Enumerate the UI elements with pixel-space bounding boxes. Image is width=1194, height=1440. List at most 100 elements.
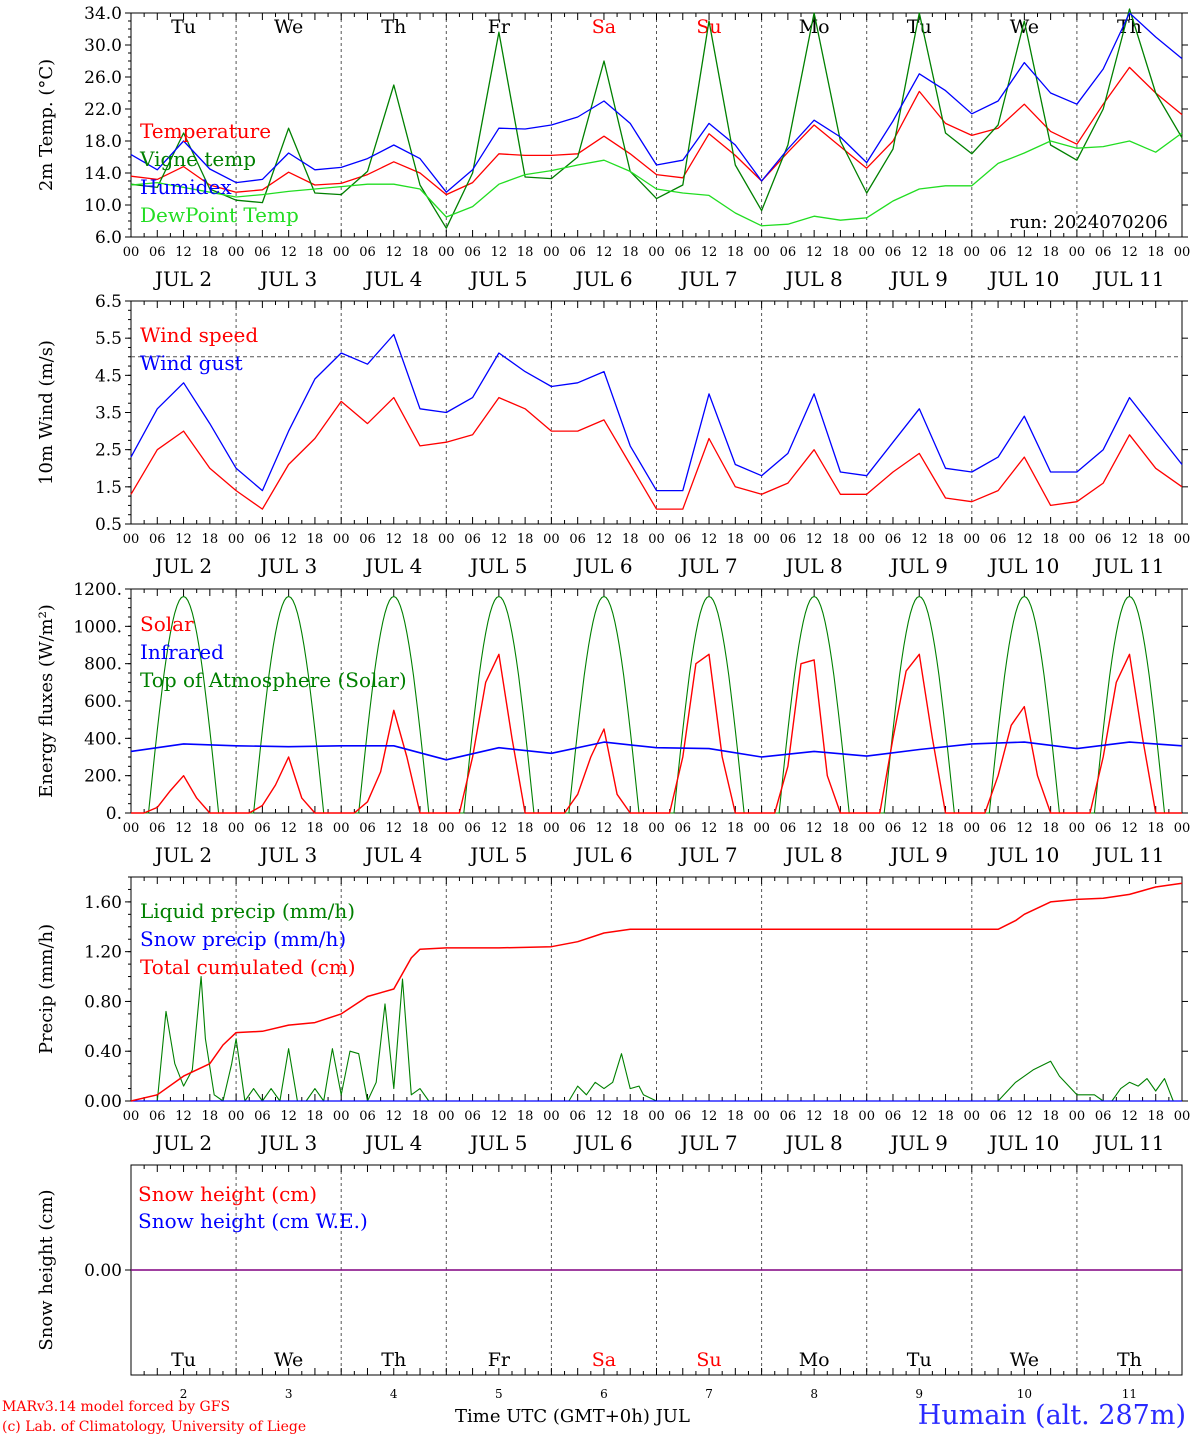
x-hour-label: 00: [438, 1109, 455, 1124]
x-hour-label: 18: [307, 821, 324, 836]
x-hour-label: 06: [149, 245, 166, 260]
x-hour-label: 06: [885, 1109, 902, 1124]
x-hour-label: 12: [806, 821, 823, 836]
x-hour-label: 18: [1042, 245, 1059, 260]
x-hour-label: 00: [543, 245, 560, 260]
x-hour-label: 12: [491, 245, 508, 260]
temp-series-line: [130, 8, 1183, 229]
y-tick-label: 14.0: [84, 164, 122, 184]
x-hour-label: 06: [990, 1109, 1007, 1124]
x-hour-label: 18: [1147, 245, 1164, 260]
x-hour-label: 18: [1147, 1109, 1164, 1124]
x-hour-label: 18: [202, 532, 219, 547]
x-hour-label: 18: [937, 821, 954, 836]
x-hour-label: 06: [990, 821, 1007, 836]
y-tick-label: 22.0: [84, 100, 122, 120]
x-hour-label: 06: [885, 245, 902, 260]
y-tick-label: 3.5: [95, 404, 122, 424]
x-hour-label: 12: [701, 821, 718, 836]
y-tick-label: 10.0: [84, 196, 122, 216]
x-date-label: JUL 9: [889, 843, 948, 867]
x-date-label: JUL 5: [468, 843, 527, 867]
x-hour-label: 00: [438, 532, 455, 547]
x-hour-label: 00: [333, 245, 350, 260]
x-hour-label: 12: [596, 532, 613, 547]
x-hour-label: 12: [1016, 245, 1033, 260]
x-hour-label: 18: [727, 245, 744, 260]
x-hour-label: 12: [491, 821, 508, 836]
x-date-label: JUL 10: [987, 267, 1059, 291]
x-hour-label: 18: [832, 1109, 849, 1124]
energy-legend-label: Top of Atmosphere (Solar): [140, 668, 407, 692]
x-hour-label: 00: [228, 532, 245, 547]
x-hour-label: 00: [964, 532, 981, 547]
temp-series-line: [130, 66, 1183, 196]
y-tick-label: 800.: [84, 655, 122, 675]
weekday-label-top: Mo: [799, 16, 830, 38]
x-hour-label: 18: [517, 1109, 534, 1124]
x-hour-label: 00: [858, 821, 875, 836]
x-hour-label: 18: [517, 821, 534, 836]
weekday-label-top: Th: [381, 16, 406, 38]
x-hour-label: 00: [753, 821, 770, 836]
temp-series-line: [130, 132, 1183, 227]
x-hour-label: 18: [727, 532, 744, 547]
x-date-label: JUL 8: [784, 267, 843, 291]
x-hour-label: 00: [1069, 821, 1086, 836]
x-hour-label: 12: [911, 821, 928, 836]
x-hour-label: 00: [858, 532, 875, 547]
x-hour-label: 00: [543, 1109, 560, 1124]
x-hour-label: 00: [1174, 245, 1191, 260]
weekday-label-bottom: Mo: [799, 1349, 830, 1371]
x-hour-label: 18: [202, 245, 219, 260]
x-hour-label: 00: [123, 532, 140, 547]
x-date-label: JUL 7: [678, 843, 737, 867]
x-hour-label: 18: [1042, 532, 1059, 547]
x-hour-label: 06: [885, 821, 902, 836]
x-hour-label: 12: [596, 821, 613, 836]
x-hour-label: 18: [412, 821, 429, 836]
x-hour-label: 12: [175, 532, 192, 547]
x-hour-label: 18: [937, 532, 954, 547]
x-hour-label: 18: [832, 532, 849, 547]
x-date-label: JUL 8: [784, 554, 843, 578]
x-hour-label: 12: [596, 245, 613, 260]
x-hour-label: 00: [753, 245, 770, 260]
y-axis-title: Precip (mm/h): [36, 924, 57, 1054]
x-hour-label: 18: [307, 245, 324, 260]
x-hour-label: 06: [780, 821, 797, 836]
x-hour-label: 18: [1042, 821, 1059, 836]
weekday-label-top: Fr: [488, 16, 511, 38]
x-hour-label: 18: [517, 532, 534, 547]
x-hour-label: 06: [359, 245, 376, 260]
weekday-label-bottom: Sa: [592, 1349, 616, 1371]
x-hour-label: 06: [569, 245, 586, 260]
precip-legend-label: Total cumulated (cm): [140, 955, 356, 979]
weekday-label-bottom: Th: [1117, 1349, 1142, 1371]
x-hour-label: 00: [1069, 245, 1086, 260]
x-hour-label: 18: [727, 1109, 744, 1124]
x-hour-label: 18: [307, 532, 324, 547]
x-date-label: JUL 5: [468, 1131, 527, 1155]
x-date-label: JUL 2: [153, 843, 212, 867]
y-axis-title: 2m Temp. (°C): [36, 59, 57, 191]
y-tick-label: 1.60: [84, 893, 122, 913]
wind-series-line: [130, 396, 1183, 510]
x-hour-label: 00: [438, 821, 455, 836]
wind-legend-label: Wind speed: [140, 323, 258, 347]
x-hour-label: 06: [780, 245, 797, 260]
run-label: run: 2024070206: [1010, 212, 1168, 233]
x-date-label: JUL 11: [1092, 843, 1164, 867]
x-hour-label: 00: [648, 532, 665, 547]
x-hour-label: 12: [280, 532, 297, 547]
x-hour-label: 12: [1121, 821, 1138, 836]
x-hour-label: 18: [1042, 1109, 1059, 1124]
y-axis-title: Energy fluxes (W/m²): [36, 604, 57, 798]
y-tick-label: 0.00: [84, 1261, 122, 1281]
x-date-label: JUL 9: [889, 267, 948, 291]
x-hour-label: 12: [385, 245, 402, 260]
weekday-label-top: Tu: [907, 16, 932, 38]
x-hour-label: 06: [1095, 821, 1112, 836]
x-hour-label: 06: [569, 1109, 586, 1124]
